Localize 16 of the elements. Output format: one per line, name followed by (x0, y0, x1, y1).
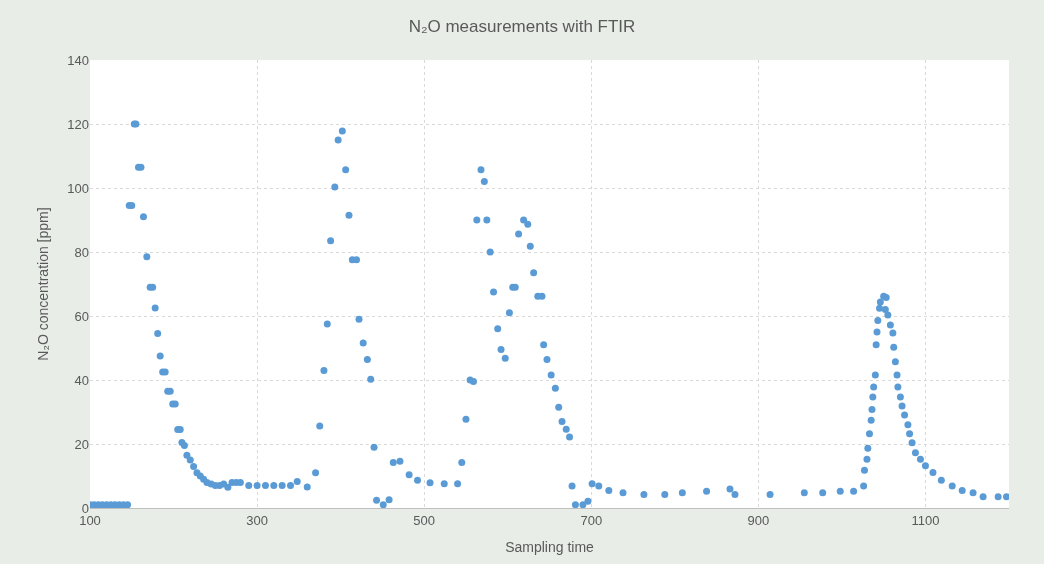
y-tick-label: 120 (67, 116, 89, 132)
y-tick-label: 80 (74, 244, 89, 260)
x-tick-label: 300 (246, 512, 268, 528)
x-tick-label: 900 (747, 512, 770, 528)
y-tick-label: 20 (74, 436, 89, 452)
y-tick-label: 0 (81, 500, 89, 516)
x-axis-title: Sampling time (505, 538, 595, 555)
x-tick-label: 1100 (911, 512, 940, 528)
y-tick-label: 40 (74, 372, 89, 388)
chart-title: N₂O measurements with FTIR (408, 16, 636, 36)
x-tick-label: 500 (413, 512, 436, 528)
y-axis-title: N₂O concentration [ppm] (34, 207, 51, 361)
y-tick-label: 140 (67, 52, 89, 68)
y-tick-label: 60 (74, 308, 89, 324)
x-tick-label: 700 (580, 512, 603, 528)
y-tick-label: 100 (67, 180, 89, 196)
